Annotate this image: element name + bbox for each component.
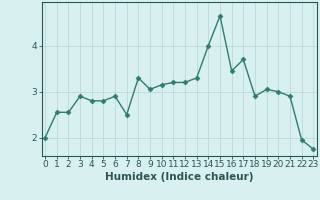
- X-axis label: Humidex (Indice chaleur): Humidex (Indice chaleur): [105, 172, 253, 182]
